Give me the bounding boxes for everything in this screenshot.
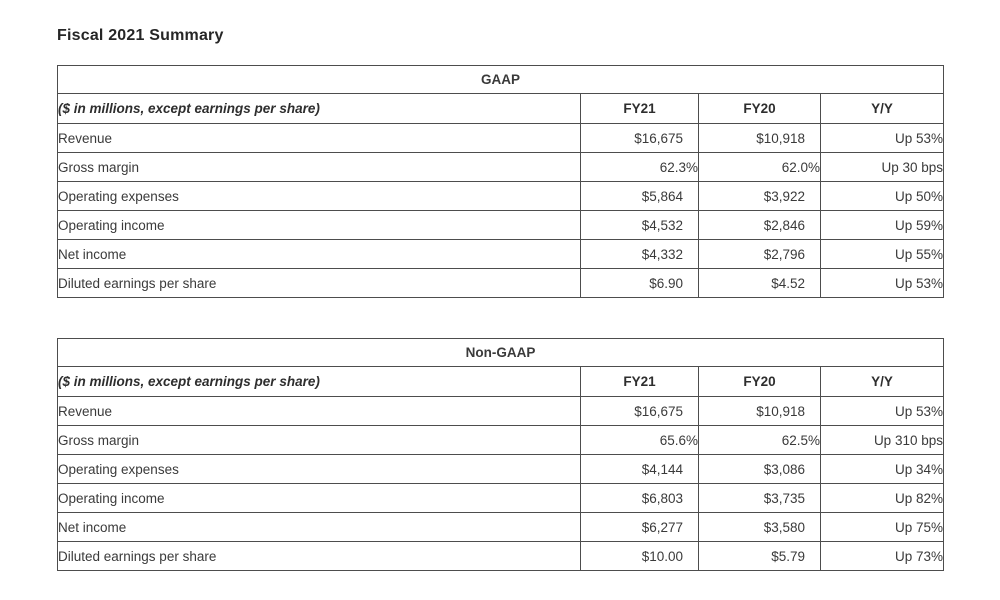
yy-value: Up 53% [819, 268, 945, 298]
yy-value: Up 73% [820, 541, 944, 571]
table-row: Operating expenses $5,864 $3,922 Up 50% [57, 181, 945, 211]
yy-value: Up 82% [820, 483, 944, 513]
table-row: Operating income $6,803 $3,735 Up 82% [57, 483, 944, 513]
fy20-value: $2,846 [698, 210, 821, 240]
yy-value: Up 310 bps [820, 425, 944, 455]
table-row: Diluted earnings per share $6.90 $4.52 U… [57, 268, 945, 298]
fy21-value: $6.90 [580, 268, 699, 298]
column-header-fy21: FY21 [580, 366, 699, 397]
column-header-fy20: FY20 [698, 366, 821, 397]
table-row: Net income $4,332 $2,796 Up 55% [57, 239, 945, 269]
yy-value: Up 55% [819, 239, 945, 269]
column-header-fy21: FY21 [580, 93, 699, 124]
yy-value: Up 53% [819, 123, 945, 153]
fy21-value: $5,864 [580, 181, 699, 211]
table-header-row: ($ in millions, except earnings per shar… [57, 366, 944, 397]
fy20-value: $10,918 [698, 396, 821, 426]
page-title: Fiscal 2021 Summary [57, 27, 224, 44]
column-header-yy: Y/Y [819, 93, 945, 124]
gaap-table-title: GAAP [56, 65, 945, 94]
fy21-value: $6,277 [580, 512, 699, 542]
units-note: ($ in millions, except earnings per shar… [57, 366, 581, 397]
table-row: Diluted earnings per share $10.00 $5.79 … [57, 541, 944, 571]
yy-value: Up 75% [820, 512, 944, 542]
fy20-value: $4.52 [698, 268, 821, 298]
fy20-value: $5.79 [698, 541, 821, 571]
table-row: Gross margin 65.6% 62.5% Up 310 bps [57, 425, 944, 455]
yy-value: Up 34% [820, 454, 944, 484]
table-row: Revenue $16,675 $10,918 Up 53% [57, 396, 944, 426]
fy20-value: $3,922 [698, 181, 821, 211]
row-label: Diluted earnings per share [57, 541, 581, 571]
gaap-table: GAAP ($ in millions, except earnings per… [56, 65, 945, 298]
row-label: Operating income [57, 483, 581, 513]
fy20-value: 62.0% [698, 152, 821, 182]
table-row: Operating income $4,532 $2,846 Up 59% [57, 210, 945, 240]
table-row: Revenue $16,675 $10,918 Up 53% [57, 123, 945, 153]
units-note: ($ in millions, except earnings per shar… [57, 93, 581, 124]
table-row: Net income $6,277 $3,580 Up 75% [57, 512, 944, 542]
column-header-fy20: FY20 [698, 93, 821, 124]
fy21-value: 62.3% [580, 152, 699, 182]
row-label: Revenue [57, 396, 581, 426]
column-header-yy: Y/Y [820, 366, 944, 397]
table-header-row: ($ in millions, except earnings per shar… [57, 93, 945, 124]
fy21-value: $4,144 [580, 454, 699, 484]
fy21-value: $10.00 [580, 541, 699, 571]
non-gaap-table-title: Non-GAAP [57, 338, 944, 367]
row-label: Revenue [57, 123, 581, 153]
table-row: Gross margin 62.3% 62.0% Up 30 bps [57, 152, 945, 182]
row-label: Operating expenses [57, 181, 581, 211]
fy21-value: $4,532 [580, 210, 699, 240]
row-label: Net income [57, 239, 581, 269]
document-page: Fiscal 2021 Summary GAAP ($ in millions,… [56, 27, 945, 571]
fy21-value: $16,675 [580, 123, 699, 153]
yy-value: Up 59% [819, 210, 945, 240]
row-label: Diluted earnings per share [57, 268, 581, 298]
row-label: Gross margin [57, 425, 581, 455]
fy21-value: $16,675 [580, 396, 699, 426]
row-label: Operating income [57, 210, 581, 240]
fy20-value: $3,580 [698, 512, 821, 542]
row-label: Gross margin [57, 152, 581, 182]
fy21-value: $6,803 [580, 483, 699, 513]
fy20-value: $3,086 [698, 454, 821, 484]
yy-value: Up 30 bps [819, 152, 945, 182]
row-label: Net income [57, 512, 581, 542]
table-title-row: Non-GAAP [57, 338, 944, 367]
table-row: Operating expenses $4,144 $3,086 Up 34% [57, 454, 944, 484]
fy21-value: $4,332 [580, 239, 699, 269]
fy20-value: $10,918 [698, 123, 821, 153]
non-gaap-table: Non-GAAP ($ in millions, except earnings… [57, 338, 944, 571]
fy21-value: 65.6% [580, 425, 699, 455]
fy20-value: $2,796 [698, 239, 821, 269]
table-title-row: GAAP [56, 65, 945, 94]
fy20-value: $3,735 [698, 483, 821, 513]
row-label: Operating expenses [57, 454, 581, 484]
fy20-value: 62.5% [698, 425, 821, 455]
yy-value: Up 53% [820, 396, 944, 426]
yy-value: Up 50% [819, 181, 945, 211]
